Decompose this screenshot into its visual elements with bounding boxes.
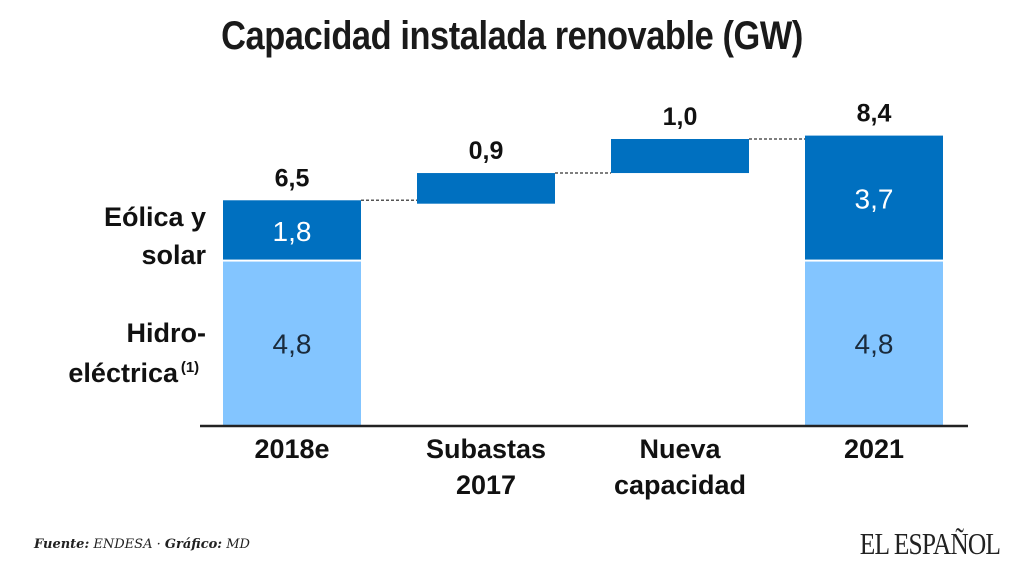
bar-eolica-solar	[223, 200, 361, 260]
bar-increment	[611, 139, 749, 174]
legend-superscript: (1)	[181, 359, 199, 376]
legend-label-eolica-solar: solar	[141, 240, 206, 270]
data-label-eolica-solar: 3,7	[855, 184, 894, 215]
el-espanol-logo: EL ESPAÑOL	[859, 526, 1001, 561]
x-tick-label: Subastas	[426, 434, 546, 464]
graphic-value: MD	[226, 537, 250, 552]
source-value: ENDESA	[93, 537, 153, 552]
legend-label-hidroelectrica: eléctrica	[68, 358, 179, 388]
data-label-hidroelectrica: 4,8	[273, 328, 312, 359]
x-tick-label: capacidad	[614, 470, 746, 500]
data-label-eolica-solar: 1,8	[273, 216, 312, 247]
bar-increment	[417, 173, 555, 204]
x-tick-label: 2017	[456, 470, 516, 500]
total-label: 0,9	[469, 137, 504, 165]
bar-hidroelectrica	[805, 261, 943, 425]
total-label: 1,0	[663, 103, 698, 131]
bar-eolica-solar	[805, 135, 943, 260]
x-tick-label: 2018e	[254, 434, 329, 464]
total-label: 6,5	[275, 164, 310, 192]
separator: ·	[156, 537, 161, 552]
chart-title: Capacidad instalada renovable (GW)	[221, 14, 803, 58]
data-label-hidroelectrica: 4,8	[855, 328, 894, 359]
legend-label-hidroelectrica: Hidro-	[127, 318, 206, 348]
x-tick-label: Nueva	[639, 434, 721, 464]
source-credit: Fuente: ENDESA · Gráfico: MD	[34, 537, 250, 552]
bar-hidroelectrica	[223, 261, 361, 425]
source-label: Fuente:	[34, 537, 90, 552]
legend-label-eolica-solar: Eólica y	[104, 202, 206, 232]
total-label: 8,4	[857, 100, 892, 128]
graphic-label: Gráfico:	[164, 537, 223, 552]
x-tick-label: 2021	[844, 434, 904, 464]
